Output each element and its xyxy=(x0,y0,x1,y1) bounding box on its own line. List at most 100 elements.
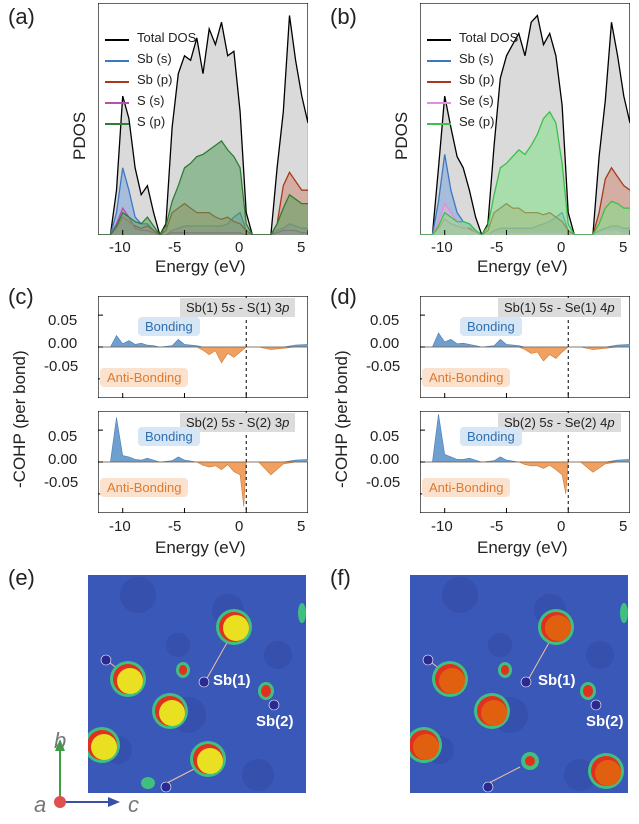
a-axis-dot xyxy=(54,796,66,808)
orbital: p xyxy=(607,415,615,430)
panel-label-a: (a) xyxy=(8,4,35,29)
antibonding-tag: Anti-Bonding xyxy=(422,368,511,387)
y-tick: -0.05 xyxy=(44,474,79,491)
cohp-chart-d-top xyxy=(420,296,630,398)
series-area-se-p- xyxy=(420,111,630,235)
legend-line-s-p xyxy=(105,123,129,125)
se-atom xyxy=(538,609,574,645)
y-tick: -0.05 xyxy=(44,358,79,375)
orbital: p xyxy=(282,300,290,315)
x-tick: -5 xyxy=(490,239,504,256)
x-tick: 5 xyxy=(619,239,628,256)
antibonding-area xyxy=(98,346,308,364)
legend-line-s-s xyxy=(105,102,129,104)
lone-pair-lobe xyxy=(141,603,306,789)
legend-entry: Sb (s) xyxy=(137,51,172,66)
se-atom xyxy=(588,753,624,789)
x-tick: 0 xyxy=(235,239,244,256)
bonding-tag: Bonding xyxy=(460,317,522,336)
atom-label-sb2-e: Sb(2) xyxy=(256,713,294,730)
s-atom xyxy=(152,693,188,729)
y-tick: 0.00 xyxy=(370,335,400,352)
antibonding-area xyxy=(420,346,630,362)
y-tick: -0.05 xyxy=(366,358,401,375)
y-tick: -0.05 xyxy=(366,474,401,491)
s-atom xyxy=(110,661,146,697)
cohp-header-c-bottom: Sb(2) 5s - S(2) 3p xyxy=(180,413,296,432)
s-atom xyxy=(88,727,120,763)
panel-label-e: (e) xyxy=(8,565,35,590)
cohp-header-c-top: Sb(1) 5s - S(1) 3p xyxy=(180,298,296,317)
x-tick: -5 xyxy=(490,518,504,535)
sb-atom xyxy=(160,781,172,793)
x-tick: -10 xyxy=(109,239,131,256)
x-tick: 0 xyxy=(557,239,566,256)
se-atom xyxy=(474,693,510,729)
x-tick: -10 xyxy=(431,239,453,256)
s-atom xyxy=(216,609,252,645)
legend-line-sb-s xyxy=(427,60,451,62)
panel-label-b: (b) xyxy=(330,4,357,29)
x-tick: 5 xyxy=(297,239,306,256)
legend-entry: Se (p) xyxy=(459,114,495,129)
orbital: s xyxy=(228,415,236,430)
antibonding-tag: Anti-Bonding xyxy=(100,478,189,497)
pdos-ylabel-b: PDOS xyxy=(392,111,411,160)
sb-atom xyxy=(590,699,602,711)
series-line-s-p- xyxy=(98,139,308,235)
axis-label-a: a xyxy=(34,792,47,817)
s-atom xyxy=(190,741,226,777)
cohp-ylabel-c: -COHP (per bond) xyxy=(10,350,29,488)
series-area-total-dos xyxy=(98,15,308,235)
pdos-chart-b xyxy=(420,3,630,235)
legend-entry: Total DOS xyxy=(459,30,519,45)
x-tick: -5 xyxy=(168,239,182,256)
cohp-header-d-bottom: Sb(2) 5s - Se(2) 4p xyxy=(498,413,621,432)
header-text: Sb(1) 5 xyxy=(504,300,547,315)
y-tick: 0.05 xyxy=(48,312,78,329)
charge-density-map-f xyxy=(410,575,628,793)
bonding-area xyxy=(420,332,630,348)
legend-line-total xyxy=(427,39,451,41)
orbital: p xyxy=(607,300,615,315)
header-text: Sb(2) 5 xyxy=(186,415,229,430)
cohp-chart-c-bottom xyxy=(98,411,308,513)
x-tick: -10 xyxy=(109,518,131,535)
bonding-area xyxy=(98,334,308,348)
orbital: p xyxy=(282,415,290,430)
legend-line-sb-p xyxy=(427,81,451,83)
legend-line-se-p xyxy=(427,123,451,125)
cohp-ylabel-d: -COHP (per bond) xyxy=(332,350,351,488)
atom-label-sb1-e: Sb(1) xyxy=(213,672,251,689)
axis-label-c: c xyxy=(128,792,139,817)
x-label-c: Energy (eV) xyxy=(155,538,246,557)
orbital: s xyxy=(546,300,554,315)
x-tick: -10 xyxy=(431,518,453,535)
bonding-tag: Bonding xyxy=(460,427,522,446)
x-label-d: Energy (eV) xyxy=(477,538,568,557)
x-label-a: Energy (eV) xyxy=(155,257,246,276)
series-area-total-dos xyxy=(420,15,630,235)
y-tick: 0.00 xyxy=(48,335,78,352)
atom-label-sb2-f: Sb(2) xyxy=(586,713,624,730)
y-tick: 0.05 xyxy=(370,428,400,445)
se-atom xyxy=(432,661,468,697)
lone-pair-lobe xyxy=(498,603,628,770)
sb-atom xyxy=(482,781,494,793)
legend-entry: Se (s) xyxy=(459,93,494,108)
header-text: - Se(1) 4 xyxy=(553,300,608,315)
cohp-chart-c-top xyxy=(98,296,308,398)
y-tick: 0.00 xyxy=(370,451,400,468)
c-axis-arrow xyxy=(108,797,120,807)
bonding-tag: Bonding xyxy=(138,427,200,446)
x-tick: 0 xyxy=(235,518,244,535)
header-text: - S(1) 3 xyxy=(235,300,283,315)
se-atom xyxy=(410,727,442,763)
series-line-se-p- xyxy=(420,110,630,235)
y-tick: 0.05 xyxy=(370,312,400,329)
sb-atom xyxy=(520,676,532,688)
antibonding-tag: Anti-Bonding xyxy=(422,478,511,497)
sb-atom xyxy=(268,699,280,711)
series-line-total-dos xyxy=(98,15,308,235)
orbital: s xyxy=(546,415,554,430)
